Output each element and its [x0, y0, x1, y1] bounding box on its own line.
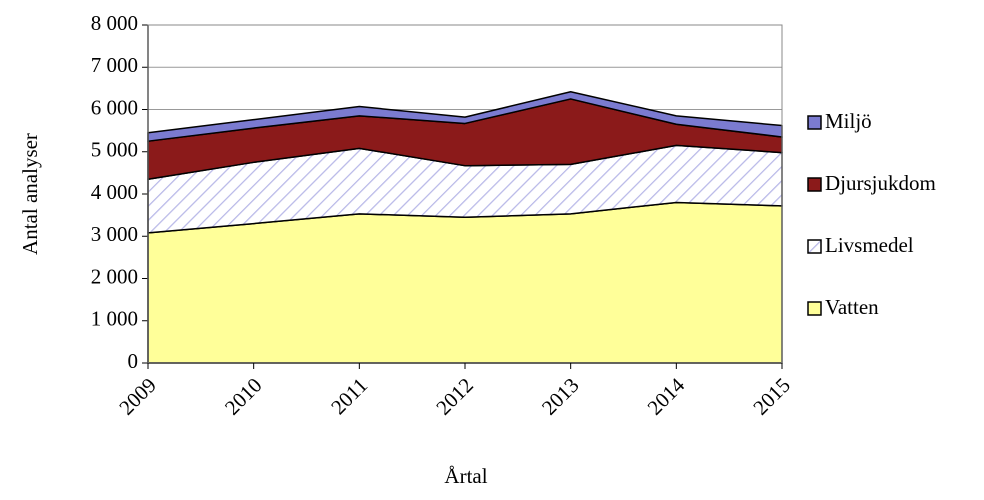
x-tick-label: 2012: [431, 373, 478, 420]
legend-swatch: [807, 177, 822, 192]
area: [147, 201, 783, 364]
y-tick-label: 8 000: [91, 11, 138, 35]
legend-swatch: [807, 115, 822, 130]
y-tick-label: 5 000: [91, 138, 138, 162]
x-tick-label: 2011: [326, 373, 372, 419]
y-tick-label: 3 000: [91, 222, 138, 246]
y-tick-label: 7 000: [91, 53, 138, 77]
y-axis-title: Antal analyser: [18, 133, 42, 255]
legend-label: Livsmedel: [825, 233, 914, 257]
x-axis-title: Årtal: [444, 464, 487, 488]
y-tick-label: 4 000: [91, 180, 138, 204]
legend-swatch: [807, 301, 822, 316]
y-tick-label: 2 000: [91, 264, 138, 288]
x-tick-label: 2013: [537, 373, 584, 420]
y-tick-label: 1 000: [91, 307, 138, 331]
x-tick-label: 2014: [643, 373, 690, 420]
legend-label: Vatten: [825, 295, 879, 319]
legend-label: Miljö: [825, 109, 872, 133]
y-tick-label: 0: [128, 349, 139, 373]
legend-label: Djursjukdom: [825, 171, 936, 195]
x-tick-label: 2009: [114, 373, 161, 420]
y-tick-label: 6 000: [91, 95, 138, 119]
legend-swatch: [807, 239, 822, 254]
x-tick-label: 2010: [220, 373, 267, 420]
x-tick-label: 2015: [748, 373, 795, 420]
